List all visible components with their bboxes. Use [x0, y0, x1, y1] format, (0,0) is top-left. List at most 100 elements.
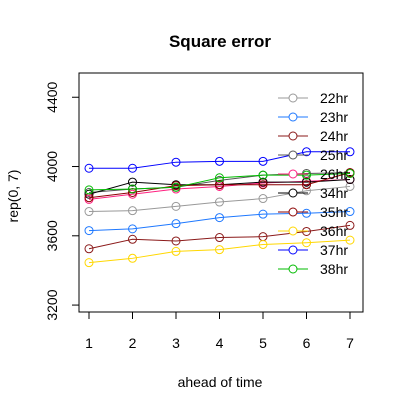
legend-item: 22hr: [278, 90, 348, 106]
data-point: [215, 197, 224, 207]
data-point: [128, 188, 137, 197]
legend-label: 22hr: [320, 90, 348, 106]
data-point: [84, 258, 94, 268]
legend-swatch-marker: [288, 112, 298, 122]
data-point: [215, 245, 224, 255]
data-point: [171, 157, 181, 167]
data-point: [84, 163, 94, 173]
legend-label: 24hr: [320, 128, 348, 144]
legend: 22hr 23hr 24hr 25hr 26hr 34hr 35hr 36hr 37hr 38hr: [278, 90, 348, 277]
y-axis: 3200 3600 4000 4400: [44, 81, 79, 321]
data-point: [258, 156, 268, 166]
legend-item: 25hr: [278, 147, 348, 163]
data-point: [215, 213, 224, 223]
legend-item: 36hr: [278, 223, 348, 239]
x-tick-label: 2: [129, 335, 137, 351]
data-point: [302, 147, 311, 157]
data-point: [84, 244, 94, 254]
data-point: [171, 182, 181, 192]
y-tick-label: 3600: [44, 220, 60, 251]
data-point: [128, 234, 137, 244]
data-point: [302, 170, 311, 180]
series-line: [89, 151, 350, 169]
x-axis-label: ahead of time: [178, 374, 263, 390]
legend-item: 23hr: [278, 109, 348, 125]
data-point: [128, 177, 137, 187]
series-22hr: [84, 181, 355, 217]
data-point: [84, 185, 94, 195]
y-tick-label: 4000: [44, 151, 60, 182]
series-37hr: [84, 147, 355, 173]
series-line: [88, 211, 351, 232]
data-point: [215, 180, 224, 190]
data-point: [84, 207, 94, 217]
series-38hr: [84, 168, 355, 195]
data-point: [258, 239, 268, 249]
series-line: [88, 185, 351, 213]
legend-swatch-marker: [288, 131, 298, 141]
data-point: [128, 224, 137, 234]
data-point: [84, 226, 94, 236]
data-point: [171, 246, 181, 256]
x-tick-label: 5: [259, 335, 267, 351]
data-point: [302, 238, 311, 248]
legend-label: 25hr: [320, 147, 348, 163]
data-point: [128, 206, 137, 216]
legend-swatch-marker: [288, 264, 298, 274]
data-point: [215, 173, 224, 183]
data-point: [258, 170, 268, 180]
data-point: [345, 207, 355, 217]
legend-swatch-marker: [288, 188, 298, 198]
chart-title: Square error: [169, 32, 271, 51]
legend-item: 34hr: [278, 185, 348, 201]
series-36hr: [84, 235, 355, 268]
legend-label: 23hr: [320, 109, 348, 125]
data-point: [345, 220, 355, 230]
legend-label: 38hr: [320, 261, 348, 277]
legend-swatch-marker: [288, 169, 298, 179]
data-point: [258, 180, 268, 190]
x-axis: 1 2 3 4 5 6 7: [85, 312, 354, 351]
data-point: [345, 168, 355, 178]
series-layer: [84, 147, 355, 268]
x-tick-label: 6: [303, 335, 311, 351]
series-line: [88, 172, 351, 199]
data-point: [302, 208, 311, 218]
legend-item: 35hr: [278, 204, 348, 220]
data-point: [171, 219, 181, 229]
y-tick-label: 3200: [44, 289, 60, 320]
legend-swatch-marker: [288, 226, 298, 236]
data-point: [258, 209, 268, 219]
data-point: [302, 180, 311, 190]
legend-label: 36hr: [320, 223, 348, 239]
legend-label: 35hr: [320, 204, 348, 220]
legend-item: 38hr: [278, 261, 348, 277]
plot-frame: [78, 72, 364, 313]
legend-swatch-marker: [288, 245, 298, 255]
x-tick-label: 7: [346, 335, 354, 351]
legend-item: 26hr: [278, 166, 348, 182]
series-line: [88, 239, 351, 264]
data-point: [171, 201, 181, 211]
series-23hr: [84, 207, 355, 236]
data-point: [345, 175, 355, 185]
x-tick-label: 3: [172, 335, 180, 351]
legend-swatch-marker: [288, 207, 298, 217]
x-tick-label: 4: [216, 335, 224, 351]
data-point: [128, 253, 137, 263]
x-tick-label: 1: [85, 335, 93, 351]
y-axis-label: rep(0, 7): [5, 170, 21, 223]
data-point: [258, 194, 268, 204]
data-point: [345, 181, 355, 191]
series-line: [88, 172, 351, 191]
legend-label: 34hr: [320, 185, 348, 201]
data-point: [258, 177, 268, 187]
data-point: [128, 184, 137, 194]
data-point: [84, 193, 94, 203]
data-point: [345, 147, 355, 157]
data-point: [258, 232, 268, 242]
data-point: [128, 163, 137, 173]
data-point: [84, 189, 94, 199]
